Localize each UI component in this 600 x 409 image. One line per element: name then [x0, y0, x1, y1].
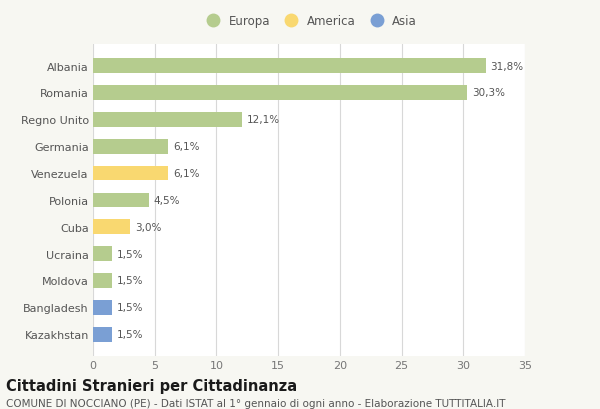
- Text: COMUNE DI NOCCIANO (PE) - Dati ISTAT al 1° gennaio di ogni anno - Elaborazione T: COMUNE DI NOCCIANO (PE) - Dati ISTAT al …: [6, 398, 505, 407]
- Bar: [93, 139, 168, 154]
- Bar: [93, 273, 112, 288]
- Text: 1,5%: 1,5%: [116, 249, 143, 259]
- Bar: [93, 86, 467, 101]
- Text: 4,5%: 4,5%: [154, 196, 180, 205]
- Text: 1,5%: 1,5%: [116, 303, 143, 312]
- Text: 31,8%: 31,8%: [490, 61, 524, 72]
- Text: 1,5%: 1,5%: [116, 329, 143, 339]
- Text: Cittadini Stranieri per Cittadinanza: Cittadini Stranieri per Cittadinanza: [6, 378, 297, 393]
- Bar: [93, 247, 112, 261]
- Bar: [93, 220, 130, 234]
- Text: 3,0%: 3,0%: [135, 222, 161, 232]
- Text: 30,3%: 30,3%: [472, 88, 505, 98]
- Text: 1,5%: 1,5%: [116, 276, 143, 286]
- Text: 12,1%: 12,1%: [247, 115, 280, 125]
- Bar: [93, 193, 149, 208]
- Bar: [93, 59, 485, 74]
- Legend: Europa, America, Asia: Europa, America, Asia: [202, 15, 416, 28]
- Bar: [93, 327, 112, 342]
- Text: 6,1%: 6,1%: [173, 142, 200, 152]
- Bar: [93, 113, 242, 128]
- Text: 6,1%: 6,1%: [173, 169, 200, 179]
- Bar: [93, 166, 168, 181]
- Bar: [93, 300, 112, 315]
